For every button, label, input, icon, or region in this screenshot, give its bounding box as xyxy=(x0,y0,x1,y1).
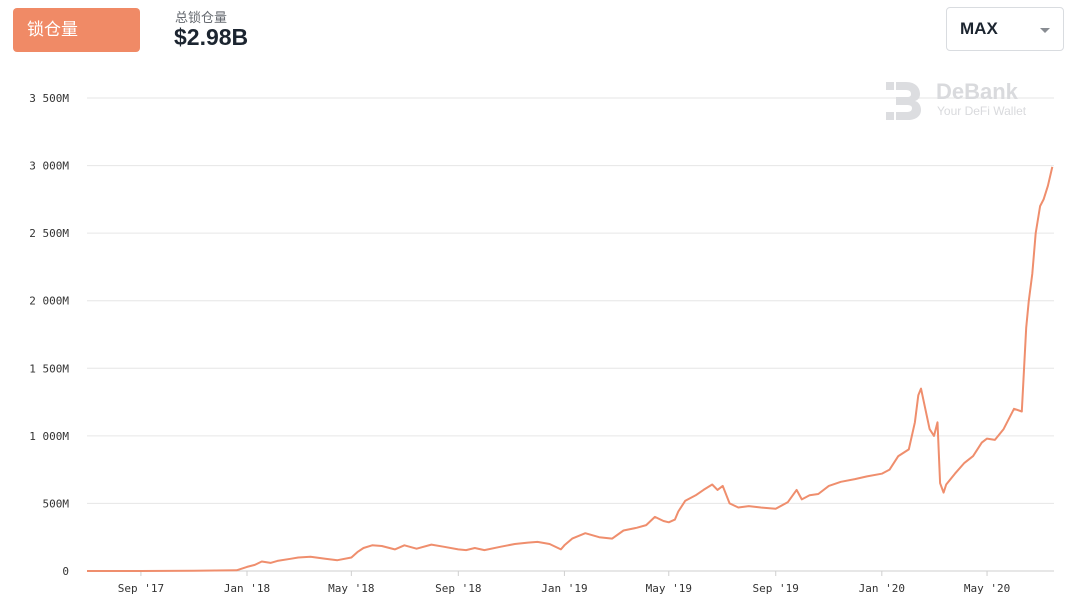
x-tick-label: May '19 xyxy=(646,582,692,595)
y-tick-label: 3 500M xyxy=(29,92,69,105)
x-tick-label: May '18 xyxy=(328,582,374,595)
y-tick-label: 1 500M xyxy=(29,362,69,375)
x-tick-label: May '20 xyxy=(964,582,1010,595)
y-tick-label: 0 xyxy=(62,565,69,578)
y-tick-label: 2 500M xyxy=(29,227,69,240)
chevron-down-icon xyxy=(1040,28,1050,33)
y-tick-label: 2 000M xyxy=(29,295,69,308)
debank-watermark: DeBank Your DeFi Wallet xyxy=(884,78,1044,122)
tab-locked-value[interactable]: 锁仓量 xyxy=(13,8,140,52)
tvl-series-line xyxy=(87,166,1054,572)
total-locked-label: 总锁仓量 xyxy=(175,11,228,26)
x-tick-label: Jan '20 xyxy=(859,582,905,595)
time-range-select[interactable]: MAX xyxy=(946,7,1064,51)
watermark-tagline: Your DeFi Wallet xyxy=(937,104,1027,118)
x-tick-label: Sep '17 xyxy=(118,582,164,595)
x-tick-label: Jan '18 xyxy=(224,582,270,595)
y-tick-label: 500M xyxy=(43,497,70,510)
time-range-value: MAX xyxy=(960,19,998,38)
watermark-brand: DeBank xyxy=(936,79,1018,104)
y-tick-label: 3 000M xyxy=(29,160,69,173)
x-tick-label: Sep '18 xyxy=(435,582,481,595)
x-tick-label: Sep '19 xyxy=(753,582,799,595)
y-tick-label: 1 000M xyxy=(29,430,69,443)
total-locked-value: $2.98B xyxy=(174,24,249,50)
debank-logo-icon xyxy=(886,82,921,120)
x-tick-label: Jan '19 xyxy=(541,582,587,595)
